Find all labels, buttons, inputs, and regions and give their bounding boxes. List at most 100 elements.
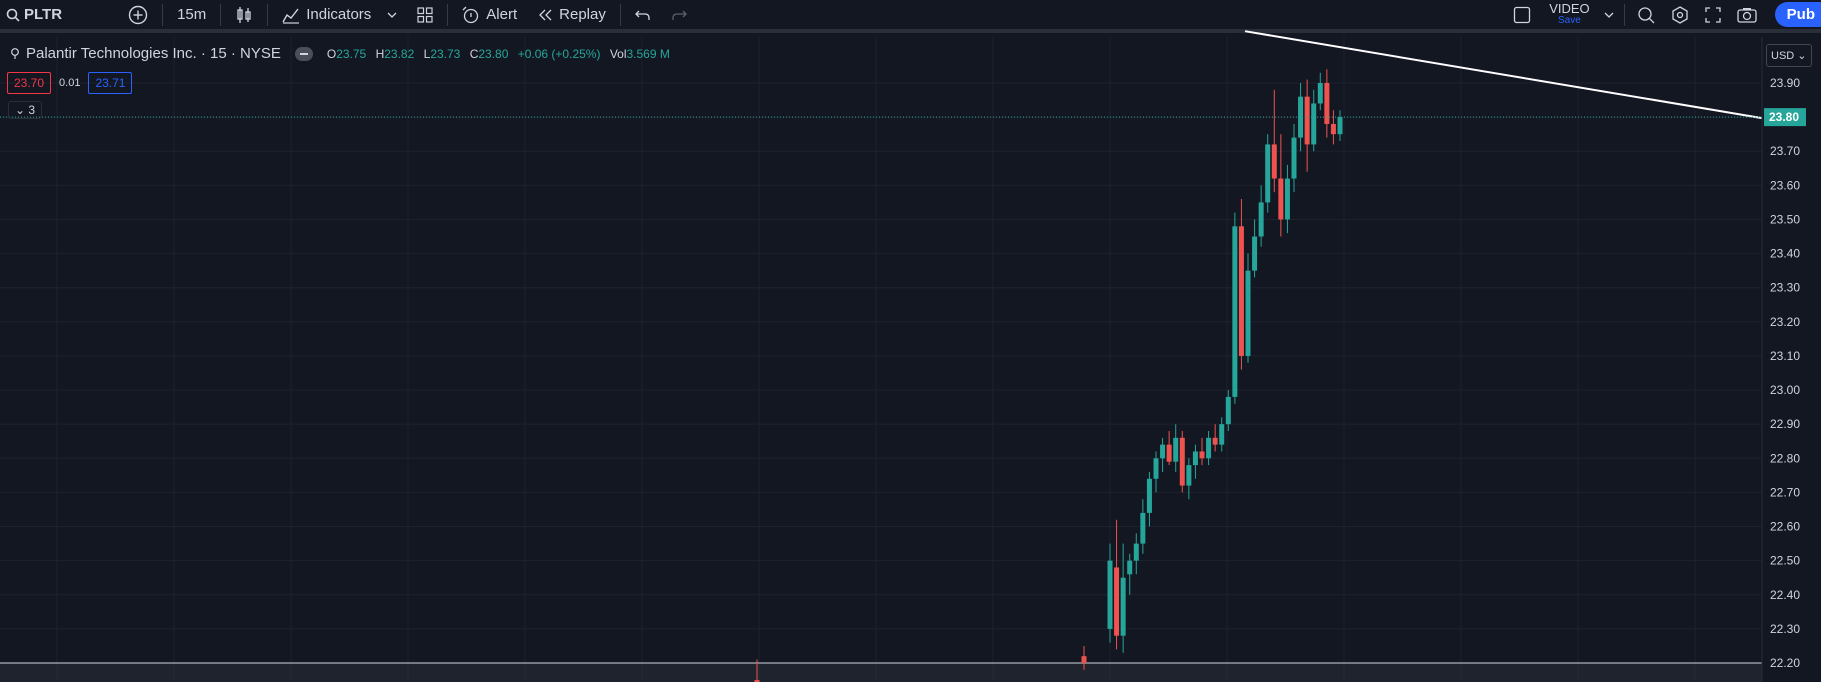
candle: [1258, 185, 1264, 247]
symbol-title[interactable]: Palantir Technologies Inc. · 15 · NYSE: [26, 45, 281, 62]
price-tick-label: 22.60: [1770, 520, 1800, 534]
price-tick-label: 23.00: [1770, 383, 1800, 397]
indicators-collapse-toggle[interactable]: ⌄ 3: [8, 101, 43, 119]
candle: [1179, 431, 1185, 493]
candle: [1107, 543, 1113, 643]
chevron-down-icon: ⌄: [1797, 50, 1807, 62]
candle: [1330, 110, 1336, 145]
price-tick-label: 23.20: [1770, 315, 1800, 329]
last-price-label: 23.80: [1769, 110, 1799, 124]
candle: [1212, 424, 1218, 452]
price-tick-label: 23.40: [1770, 247, 1800, 261]
add-symbol-button[interactable]: [118, 0, 158, 31]
candles: [754, 69, 1343, 682]
candle: [1298, 83, 1304, 152]
candle: [1317, 72, 1323, 111]
spread-value: 0.01: [59, 77, 81, 89]
fullscreen-icon: [1705, 6, 1721, 23]
close-label: C: [469, 46, 479, 61]
price-tick-label: 23.50: [1770, 212, 1800, 226]
symbol-label: PLTR: [24, 6, 63, 23]
top-toolbar: PLTR 15m Indicators Alert Replay VIDEO: [0, 0, 1821, 33]
price-tick-label: 22.30: [1770, 622, 1800, 636]
currency-label: USD: [1771, 50, 1795, 62]
redo-button[interactable]: [661, 0, 697, 31]
interval-button[interactable]: 15m: [177, 6, 207, 23]
candle: [1140, 499, 1146, 554]
candle: [1337, 110, 1343, 141]
candle: [1324, 69, 1330, 138]
volume-value: 3.569 M: [626, 46, 670, 61]
candles-icon: [237, 6, 251, 23]
currency-selector[interactable]: USD ⌄: [1766, 44, 1812, 67]
high-value: 23.82: [384, 46, 415, 61]
low-label: L: [423, 46, 431, 61]
buy-button[interactable]: 23.71: [88, 72, 133, 94]
price-tick-label: 23.10: [1770, 349, 1800, 363]
price-tick-label: 23.90: [1770, 76, 1800, 90]
video-dropdown[interactable]: [1598, 0, 1620, 31]
price-tick-label: 22.50: [1770, 554, 1800, 568]
toolbar-right: VIDEO Save Pub: [1503, 0, 1821, 29]
snapshot-button[interactable]: [1729, 0, 1765, 31]
candle: [1186, 458, 1192, 500]
candle: [1252, 219, 1258, 278]
candle: [1206, 431, 1212, 466]
change-value: +0.06 (+0.25%): [517, 46, 601, 61]
price-tick-label: 22.40: [1770, 588, 1800, 602]
plus-circle-icon: [128, 5, 148, 24]
candle: [1081, 645, 1087, 670]
rewind-icon: [539, 9, 552, 20]
chevron-down-icon: ⌄: [15, 103, 26, 117]
last-price-badge: [1764, 108, 1806, 127]
candle: [754, 659, 760, 682]
publish-button[interactable]: Pub: [1774, 2, 1821, 27]
candle: [1153, 451, 1159, 493]
ohlc-values: O23.75 H23.82 L23.73 C23.80 +0.06 (+0.25…: [327, 47, 676, 61]
divider: [162, 3, 164, 26]
bulb-icon: [11, 47, 19, 59]
divider: [267, 3, 269, 26]
price-tick-label: 23.70: [1770, 144, 1800, 158]
candle: [1271, 89, 1277, 193]
chart-legend: Palantir Technologies Inc. · 15 · NYSE O…: [10, 45, 676, 62]
indicators-button[interactable]: Indicators: [272, 0, 407, 31]
candle: [1278, 134, 1284, 237]
layout-toggle-button[interactable]: [1503, 0, 1541, 31]
alert-button[interactable]: Alert: [452, 0, 527, 31]
settings-button[interactable]: [1663, 0, 1697, 31]
fullscreen-button[interactable]: [1697, 0, 1729, 31]
sell-button[interactable]: 23.70: [7, 72, 52, 94]
trend-line[interactable]: [1244, 30, 1763, 120]
low-value: 23.73: [430, 46, 461, 61]
close-value: 23.80: [478, 46, 509, 61]
quick-search-button[interactable]: [1629, 0, 1663, 31]
indicators-icon: [282, 8, 300, 24]
candle: [1265, 134, 1271, 213]
undo-button[interactable]: [625, 0, 661, 31]
video-label: VIDEO: [1549, 0, 1590, 16]
replay-button[interactable]: Replay: [527, 0, 616, 31]
magnifier-icon: [1638, 6, 1655, 23]
price-tick-label: 22.90: [1770, 417, 1800, 431]
candle: [1284, 164, 1290, 234]
video-save-button[interactable]: VIDEO Save: [1549, 0, 1590, 27]
price-axis[interactable]: 23.90 23.80 23.70 23.60 23.50 23.40 23.30 23.20…: [1761, 37, 1821, 682]
candle: [1291, 123, 1297, 193]
divider: [220, 3, 222, 26]
hide-icon[interactable]: [294, 46, 313, 61]
candle: [1114, 519, 1120, 650]
chart-type-button[interactable]: [225, 0, 263, 31]
high-label: H: [375, 46, 385, 61]
symbol-search[interactable]: PLTR: [0, 0, 72, 31]
video-sub-label: Save: [1558, 14, 1581, 26]
divider: [619, 3, 621, 26]
undo-icon: [634, 10, 650, 20]
candle: [1219, 417, 1225, 452]
volume-label: Vol: [609, 46, 627, 61]
layouts-button[interactable]: [407, 0, 443, 31]
alert-label: Alert: [486, 6, 518, 23]
axis-background: [1762, 37, 1821, 682]
candle: [1238, 199, 1244, 370]
